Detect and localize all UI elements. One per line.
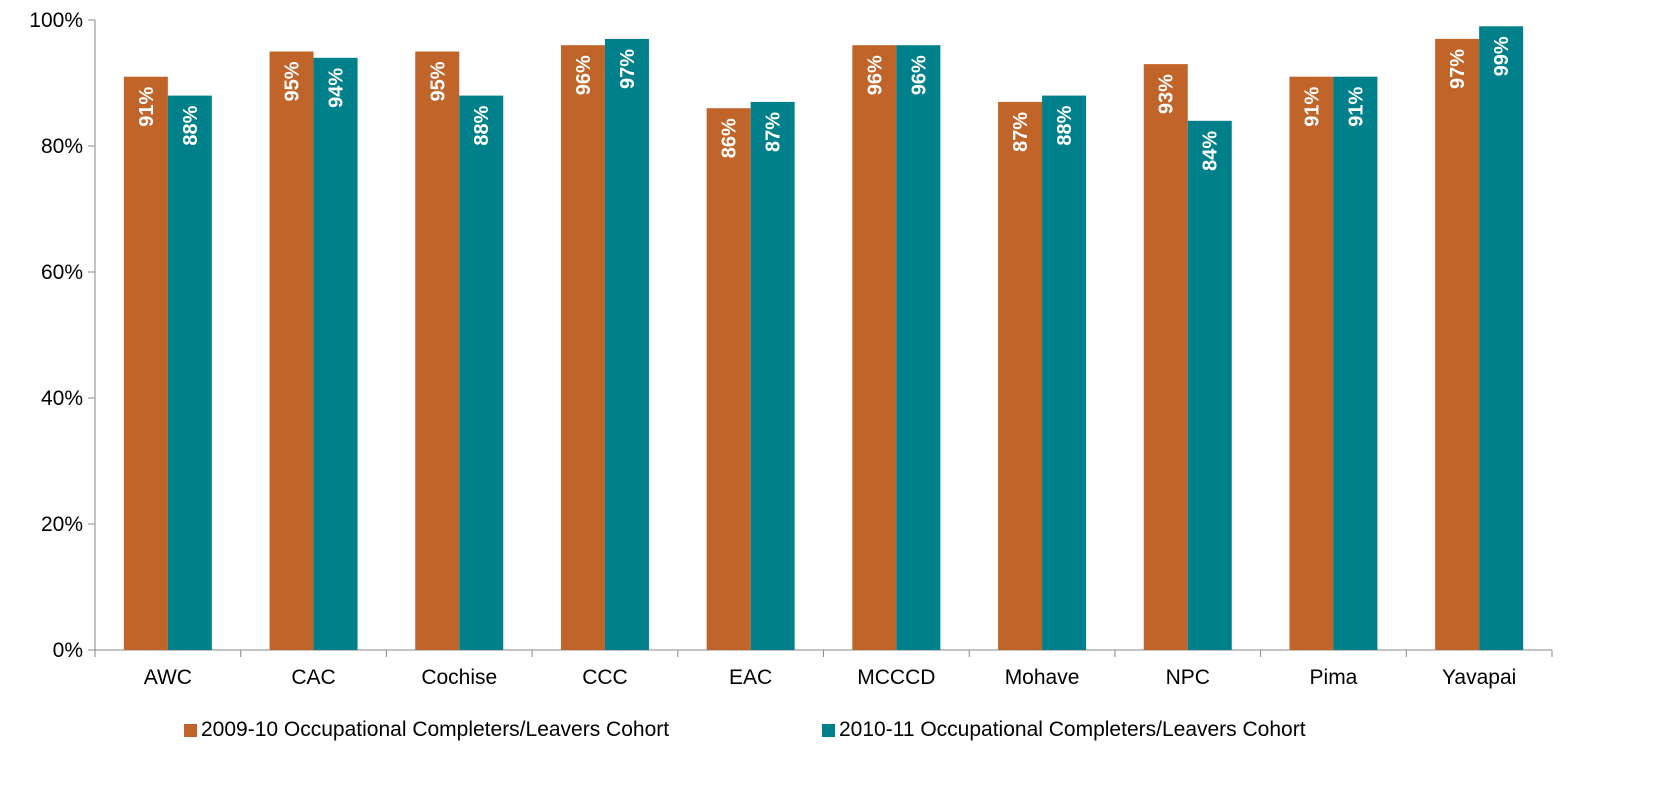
data-label: 99% xyxy=(1491,36,1513,76)
bar-2009-10 xyxy=(123,76,168,650)
data-label: 97% xyxy=(1447,49,1469,89)
bar-2010-11 xyxy=(167,95,212,651)
bar-2010-11 xyxy=(313,57,358,651)
x-category-label: EAC xyxy=(729,666,772,689)
data-label: 87% xyxy=(763,112,785,152)
bar-2009-10 xyxy=(852,45,897,650)
legend-swatch-2009-10 xyxy=(184,723,197,737)
data-label: 88% xyxy=(1054,105,1076,145)
data-label: 87% xyxy=(1010,112,1032,152)
legend-label-2009-10: 2009-10 Occupational Completers/Leavers … xyxy=(201,718,670,741)
bar-2010-11 xyxy=(1042,95,1087,651)
bar-2009-10 xyxy=(706,108,751,650)
legend-item-2009-10: 2009-10 Occupational Completers/Leavers … xyxy=(184,718,669,742)
data-label: 95% xyxy=(427,61,449,101)
y-tick-label: 60% xyxy=(41,261,83,284)
x-category-label: CAC xyxy=(291,666,335,689)
data-label: 84% xyxy=(1200,131,1222,171)
bar-2009-10 xyxy=(1289,76,1334,650)
x-category-label: CCC xyxy=(582,666,628,689)
x-category-label: NPC xyxy=(1166,666,1210,689)
data-label: 95% xyxy=(282,61,304,101)
data-label: 96% xyxy=(908,55,930,95)
y-tick-label: 20% xyxy=(41,513,83,536)
legend-label-2010-11: 2010-11 Occupational Completers/Leavers … xyxy=(839,718,1306,741)
data-label: 96% xyxy=(864,55,886,95)
bar-2009-10 xyxy=(998,101,1043,650)
chart-canvas: 0% 20% 40% 60% 80% 100% 91% 88% AWC 95% 94% CAC 95% 8… xyxy=(29,9,1553,689)
data-label: 91% xyxy=(1345,86,1367,126)
x-category-label: Cochise xyxy=(421,666,497,689)
data-label: 86% xyxy=(719,118,741,158)
data-label: 91% xyxy=(136,86,158,126)
data-label: 97% xyxy=(617,49,639,89)
x-category-label: Mohave xyxy=(1005,666,1080,689)
bar-2010-11 xyxy=(1479,26,1524,651)
data-label: 91% xyxy=(1301,86,1323,126)
bar-2010-11 xyxy=(1333,76,1378,650)
data-label: 88% xyxy=(471,105,493,145)
bar-2010-11 xyxy=(1187,120,1232,651)
bar-2009-10 xyxy=(1435,38,1480,650)
y-tick-label: 100% xyxy=(29,9,83,32)
legend-item-2010-11: 2010-11 Occupational Completers/Leavers … xyxy=(822,718,1306,742)
x-category-label: MCCCD xyxy=(857,666,935,689)
y-tick-label: 80% xyxy=(41,135,83,158)
legend-swatch-2010-11 xyxy=(822,723,835,737)
data-label: 88% xyxy=(180,105,202,145)
bar-2009-10 xyxy=(269,51,314,650)
x-category-label: Yavapai xyxy=(1442,666,1516,689)
bar-2010-11 xyxy=(896,45,941,650)
x-category-label: AWC xyxy=(144,666,192,689)
y-tick-label: 40% xyxy=(41,387,83,410)
x-category-label: Pima xyxy=(1310,666,1358,689)
bar-2009-10 xyxy=(560,45,605,650)
bar-2009-10 xyxy=(1143,64,1188,651)
legend: 2009-10 Occupational Completers/Leavers … xyxy=(0,718,1664,758)
bar-2010-11 xyxy=(750,101,795,650)
bar-2009-10 xyxy=(415,51,460,650)
y-tick-label: 0% xyxy=(53,639,83,662)
data-label: 96% xyxy=(573,55,595,95)
bar-2010-11 xyxy=(604,38,649,650)
bar-2010-11 xyxy=(459,95,504,651)
data-label: 94% xyxy=(326,68,348,108)
data-label: 93% xyxy=(1156,74,1178,114)
